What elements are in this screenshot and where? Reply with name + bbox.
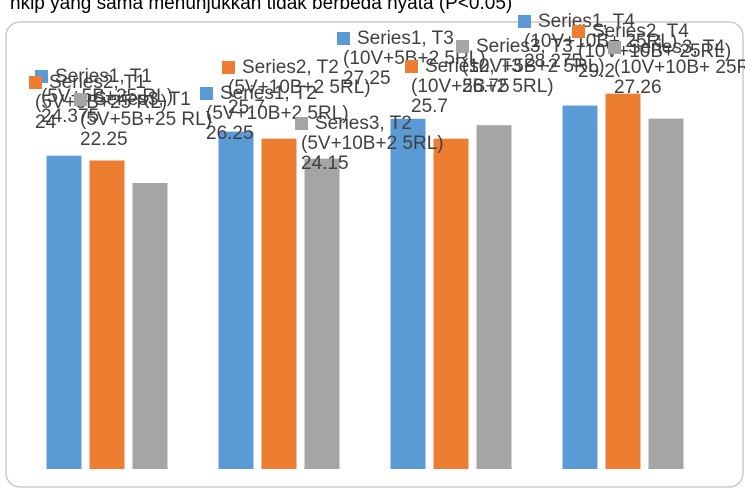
data-label-series3-t2: Series3, T2 (5V+10B+2 5RL) 24.15	[295, 113, 444, 174]
label-key-marker	[29, 76, 42, 89]
bar-series2-t4	[605, 93, 641, 469]
data-label-text: Series3, T4(10V+10B+ 25RL)27.26	[614, 37, 745, 98]
data-label-series1-t3: Series1, T3 (10V+5B+2 5RL) 27.25	[337, 28, 486, 89]
bars-layer	[46, 93, 684, 470]
label-key-marker	[74, 93, 87, 106]
bar-series2-t3	[433, 138, 469, 469]
data-label-text: Series1, T3 (10V+5B+2 5RL) 27.25	[343, 28, 486, 89]
bar-series3-t4	[648, 118, 684, 469]
bar-series2-t2	[261, 138, 297, 469]
chart-area-frame	[5, 21, 744, 488]
data-label-text: Series3, T3 (10V+5B+2 5RL) 26.75	[462, 36, 605, 97]
data-label-text: Series2, T2 (5V+10B+2 5RL) 25.7	[228, 57, 371, 118]
data-label-series1-t2: Series1, T2 (5V+10B+2 5RL) 26.25	[200, 83, 349, 144]
data-label-series2-t3: Series2, T3 (10V+5B+2 5RL) 25.7	[405, 56, 554, 117]
data-label-series3-t1: Series3, T1 (5V+5B+25 RL) 22.25	[74, 89, 212, 150]
data-label-text: Series1, T2 (5V+10B+2 5RL) 26.25	[206, 83, 349, 144]
data-label-series2-t1: Series2, T1 (5V+5B+25 RL) 24	[29, 72, 167, 133]
bar-series3-t3	[476, 125, 512, 469]
bar-series1-t3	[390, 118, 426, 470]
label-key-marker	[200, 87, 213, 100]
data-label-text: Series3, T2 (5V+10B+2 5RL) 24.15	[301, 113, 444, 174]
data-label-series3-t3: Series3, T3 (10V+5B+2 5RL) 26.75	[456, 36, 605, 97]
bar-series1-t4	[562, 105, 598, 469]
bar-series3-t2	[304, 158, 340, 469]
data-label-series2-t2: Series2, T2 (5V+10B+2 5RL) 25.7	[222, 57, 371, 118]
data-label-series3-t4: Series3, T4(10V+10B+ 25RL)27.26	[608, 37, 745, 98]
data-label-text: Series3, T1 (5V+5B+25 RL) 22.25	[80, 89, 212, 150]
bar-series2-t1	[89, 160, 125, 469]
label-key-marker	[222, 61, 235, 74]
label-key-marker	[295, 117, 308, 130]
data-label-series1-t4: Series1, T4 (10V+10B+ 25RL) 28.275	[518, 11, 677, 72]
data-label-text: Series2, T1 (5V+5B+25 RL) 24	[35, 72, 167, 133]
label-key-marker	[518, 15, 531, 28]
caption-text: hkip yang sama menunjukkan tidak berbeda…	[10, 0, 512, 14]
label-key-marker	[405, 60, 418, 73]
data-label-text: Series1, T4 (10V+10B+ 25RL) 28.275	[524, 11, 677, 72]
label-key-marker	[456, 40, 469, 53]
bar-series3-t1	[132, 183, 168, 469]
label-key-marker	[337, 32, 350, 45]
label-key-marker	[572, 25, 585, 38]
data-label-text: Series2, T3 (10V+5B+2 5RL) 25.7	[411, 56, 554, 117]
bar-series1-t1	[46, 155, 82, 469]
bar-series1-t2	[218, 131, 254, 469]
label-key-marker	[608, 41, 621, 54]
